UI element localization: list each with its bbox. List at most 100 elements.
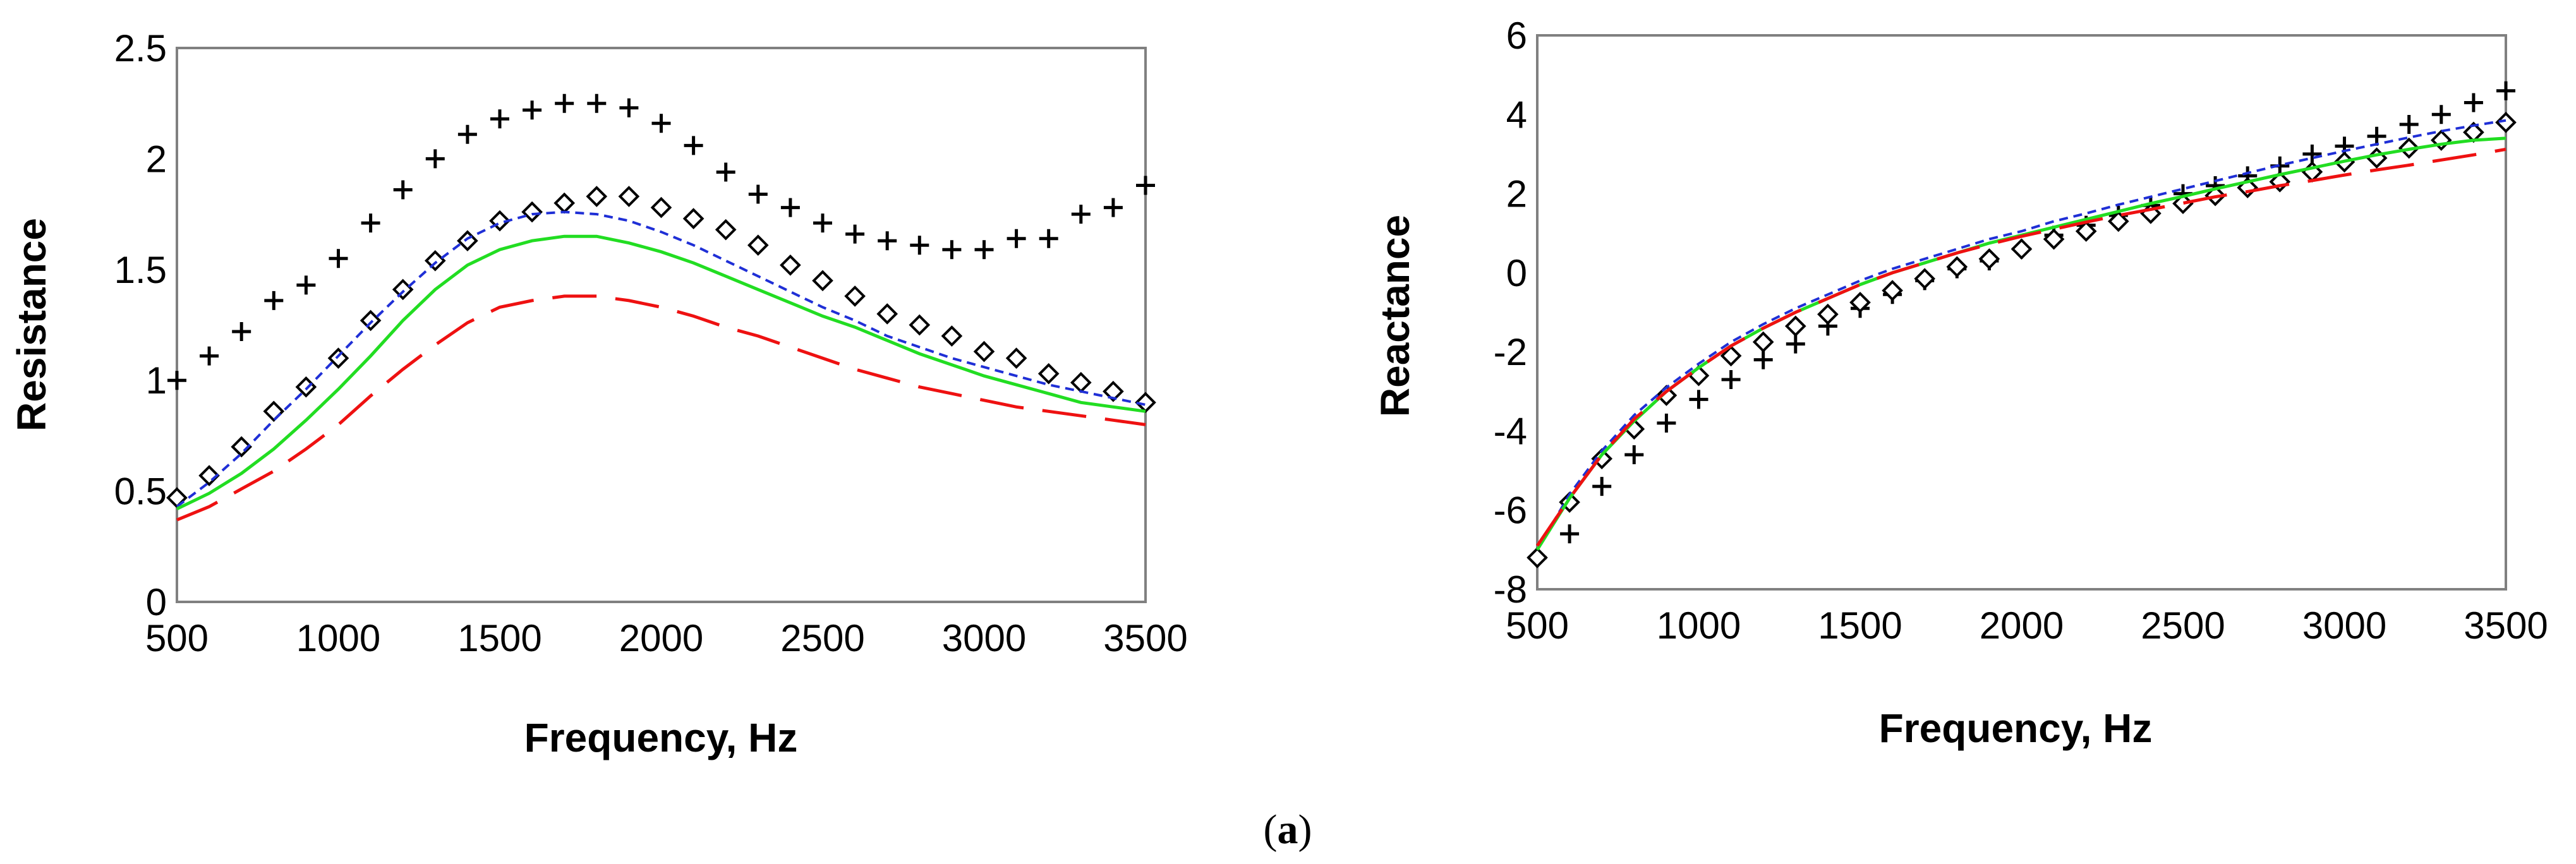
reactance-x-tick-label: 3500 <box>2464 604 2548 647</box>
resistance-plus-point <box>910 236 929 255</box>
resistance-diamond-point <box>876 303 898 325</box>
reactance-diamond-point <box>1978 248 2000 270</box>
resistance-plus-point <box>296 275 316 295</box>
reactance-plus-point <box>2399 114 2419 134</box>
reactance-plus-point <box>2431 105 2451 124</box>
resistance-plus-point <box>361 213 380 233</box>
resistance-plus-point <box>329 249 348 268</box>
reactance-chart: 500 1000 1500 2000 2500 3000 3500 -8 -6 -4 -2 0 2 4 6… <box>1372 15 2548 751</box>
resistance-plus-point <box>845 224 865 244</box>
resistance-line-longdash-red <box>176 294 1146 522</box>
resistance-y-ticks: 0 0.5 1 1.5 2 2.5 <box>114 27 167 623</box>
reactance-x-tick-label: 2000 <box>1980 604 2064 647</box>
resistance-plus-point <box>716 162 735 182</box>
reactance-diamond-point <box>2107 210 2129 232</box>
resistance-diamond-point <box>941 325 963 347</box>
reactance-diamond-point <box>1849 292 1871 313</box>
resistance-diamond-point <box>586 186 608 207</box>
reactance-y-tick-label: -2 <box>1494 331 1527 373</box>
reactance-x-tick-label: 3000 <box>2302 604 2386 647</box>
reactance-plus-point <box>1624 445 1644 465</box>
resistance-diamond-point <box>198 465 220 486</box>
resistance-diamond-point <box>747 234 769 256</box>
reactance-diamond-point <box>2495 111 2517 133</box>
resistance-x-tick-label: 3500 <box>1103 617 1187 659</box>
reactance-line-longdash-red <box>1535 147 2506 547</box>
reactance-diamond-point <box>1882 280 1903 301</box>
reactance-x-axis-title: Frequency, Hz <box>1879 705 2153 751</box>
resistance-diamond-point <box>844 285 866 307</box>
resistance-plus-point <box>587 93 607 113</box>
reactance-plus-point <box>2496 81 2515 100</box>
reactance-series-group <box>1527 81 2517 568</box>
reactance-diamond-point <box>1752 331 1774 353</box>
reactance-plus-point <box>1786 334 1805 354</box>
reactance-diamond-point <box>1591 448 1613 470</box>
reactance-y-ticks: -8 -6 -4 -2 0 2 4 6 <box>1494 15 1527 611</box>
resistance-plus-point <box>232 322 251 342</box>
reactance-series-longdash-red <box>1535 147 2506 547</box>
resistance-x-tick-label: 2000 <box>619 617 703 659</box>
reactance-diamond-point <box>2043 228 2065 250</box>
reactance-line-dash-blue <box>1536 119 2506 551</box>
resistance-x-ticks: 500 1000 1500 2000 2500 3000 3500 <box>145 617 1188 659</box>
reactance-diamond-point <box>1946 256 1968 278</box>
reactance-plus-point <box>2367 126 2386 146</box>
resistance-diamond-point <box>1037 363 1060 385</box>
caption-open-paren: ( <box>1264 807 1278 853</box>
resistance-x-axis-title: Frequency, Hz <box>524 715 798 760</box>
reactance-plus-point <box>2302 144 2322 164</box>
resistance-diamond-point <box>780 254 801 276</box>
resistance-y-axis-title: Resistance <box>9 218 54 431</box>
resistance-diamond-point <box>812 270 833 292</box>
reactance-plus-point <box>1560 524 1580 544</box>
reactance-diamond-point <box>1784 315 1806 337</box>
caption-label: a <box>1278 807 1298 853</box>
resistance-x-tick-label: 3000 <box>942 617 1026 659</box>
resistance-plus-point <box>457 124 477 144</box>
resistance-plus-point <box>748 184 768 204</box>
reactance-x-ticks: 500 1000 1500 2000 2500 3000 3500 <box>1506 604 2548 647</box>
resistance-plus-point <box>684 136 703 155</box>
resistance-plus-point <box>878 231 897 251</box>
resistance-diamond-point <box>360 309 382 332</box>
resistance-diamond-point <box>521 201 543 223</box>
resistance-series-plus <box>167 93 1155 390</box>
resistance-plus-point <box>942 240 962 260</box>
reactance-diamond-point <box>2011 238 2033 260</box>
resistance-diamond-point <box>715 219 737 241</box>
resistance-plus-point <box>780 198 800 217</box>
resistance-plus-point <box>425 149 445 169</box>
reactance-diamond-point <box>1914 268 1936 290</box>
reactance-y-tick-label: -8 <box>1494 568 1527 611</box>
reactance-plus-point <box>1689 390 1708 409</box>
reactance-series-dash-blue <box>1536 119 2506 551</box>
reactance-diamond-point <box>1817 303 1839 325</box>
resistance-x-tick-label: 500 <box>145 617 209 659</box>
resistance-line-dash-blue <box>176 210 1146 508</box>
reactance-diamond-point <box>2075 220 2097 242</box>
resistance-plus-point <box>1103 198 1123 217</box>
resistance-plus-point <box>167 371 186 390</box>
resistance-y-tick-label: 2.5 <box>114 27 167 69</box>
resistance-y-tick-label: 2 <box>146 138 167 180</box>
resistance-plus-point <box>555 93 574 113</box>
reactance-y-tick-label: 4 <box>1506 93 1527 136</box>
resistance-plus-point <box>1007 229 1026 248</box>
resistance-series-longdash-red <box>176 294 1146 522</box>
resistance-series-dash-blue <box>176 210 1146 508</box>
resistance-diamond-point <box>1005 347 1027 369</box>
resistance-diamond-point <box>682 208 704 229</box>
resistance-plus-point <box>651 114 671 133</box>
resistance-series-solid-green <box>176 234 1146 510</box>
reactance-diamond-point <box>1559 491 1580 513</box>
reactance-diamond-point <box>2430 129 2452 151</box>
resistance-plus-point <box>1039 229 1058 248</box>
reactance-plus-point <box>1657 413 1676 433</box>
reactance-diamond-point <box>2269 171 2291 193</box>
resistance-y-tick-label: 1 <box>146 359 167 402</box>
resistance-line-solid-green <box>176 234 1146 510</box>
reactance-plot-area <box>1536 34 2507 591</box>
resistance-diamond-point <box>327 347 349 369</box>
